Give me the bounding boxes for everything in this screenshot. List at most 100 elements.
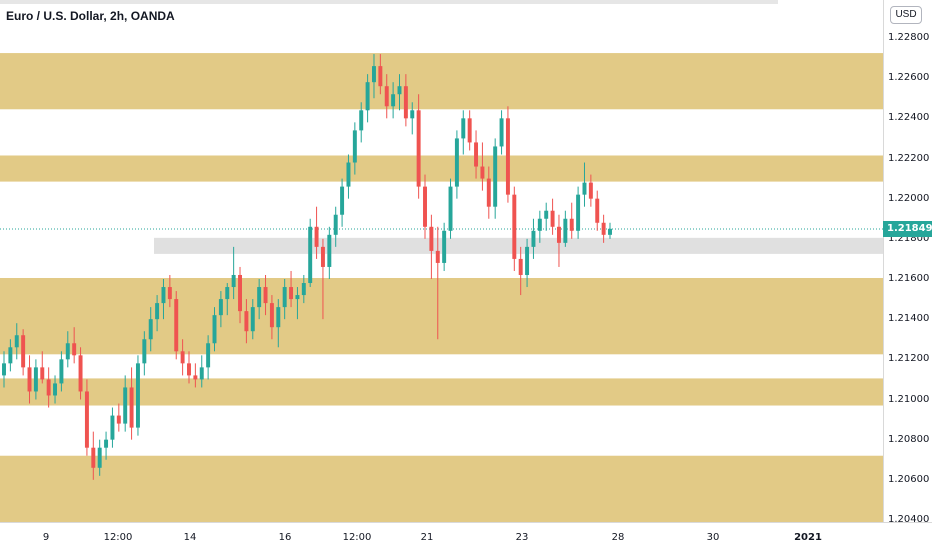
candle-body [33, 367, 38, 392]
candle-body [21, 335, 26, 368]
candle-body [46, 379, 51, 396]
price-tick-label: 1.22600 [888, 72, 930, 84]
candle-body [410, 110, 415, 119]
candle-body [537, 218, 542, 231]
candle-body [212, 315, 217, 344]
candle-body [110, 415, 115, 440]
candle-body [257, 287, 262, 308]
candle-body [282, 287, 287, 308]
candle-body [250, 307, 255, 332]
price-tick-label: 1.20600 [888, 473, 930, 485]
time-tick-label: 12:00 [342, 532, 372, 543]
candle-body [206, 343, 211, 368]
time-tick-label: 16 [278, 532, 292, 543]
price-tick-label: 1.21000 [888, 393, 930, 405]
grey-zone [154, 237, 883, 254]
symbol-title[interactable]: Euro / U.S. Dollar, 2h, OANDA [6, 9, 175, 23]
candle-body [320, 246, 325, 267]
candle-body [135, 363, 140, 428]
candle-body [505, 118, 510, 195]
candle-body [588, 182, 593, 199]
last-price-label: 1.21849 [883, 220, 932, 237]
candle-body [14, 335, 19, 348]
candle-body [595, 198, 600, 223]
candle-body [218, 299, 223, 316]
time-axis[interactable]: 9 12:00 14 16 12:00 21 23 28 30 2021 [0, 522, 932, 550]
candle-body [27, 367, 32, 392]
candle-body [225, 287, 230, 300]
candle-body [576, 194, 581, 231]
time-tick-label: 28 [611, 532, 625, 543]
candle-body [8, 347, 13, 364]
top-scroll-strip [0, 0, 778, 4]
time-tick-label: 12:00 [103, 532, 133, 543]
candlestick-chart[interactable] [0, 0, 883, 522]
candle-body [563, 218, 568, 243]
candle-body [59, 359, 64, 384]
candle-body [104, 439, 109, 448]
price-tick-label: 1.21400 [888, 313, 930, 325]
candle-body [454, 138, 459, 187]
candle-body [365, 82, 370, 111]
plot-area[interactable] [0, 0, 883, 522]
supply-demand-zone [0, 277, 883, 355]
candle-body [474, 142, 479, 167]
candle-body [116, 415, 121, 424]
candle-body [544, 210, 549, 219]
candle-body [65, 343, 70, 360]
price-axis[interactable] [883, 0, 932, 522]
candle-body [512, 194, 517, 259]
candle-body [601, 222, 606, 235]
candle-body [582, 182, 587, 195]
candle-body [333, 214, 338, 235]
candle-body [467, 118, 472, 143]
candle-body [72, 343, 77, 356]
candle-body [84, 391, 89, 448]
candle-body [461, 118, 466, 139]
candle-body [486, 178, 491, 207]
price-tick-label: 1.20400 [888, 514, 930, 525]
candle-body [525, 246, 530, 275]
price-tick-label: 1.21600 [888, 273, 930, 284]
candle-body [40, 367, 45, 380]
candle-body [193, 375, 198, 380]
price-tick-label: 1.22200 [888, 152, 930, 164]
candle-body [199, 367, 204, 380]
time-tick-label: 14 [183, 532, 197, 543]
candle-body [91, 447, 96, 468]
candle-body [378, 66, 383, 87]
candle-body [295, 295, 300, 300]
price-tick-label: 1.21200 [888, 353, 930, 365]
supply-demand-zone [0, 378, 883, 406]
candle-body [352, 130, 357, 163]
supply-demand-zone [0, 155, 883, 182]
candle-body [244, 311, 249, 332]
candle-body [493, 146, 498, 207]
candle-body [155, 303, 160, 320]
time-tick-label: 30 [706, 532, 720, 543]
supply-demand-zone [0, 455, 883, 522]
candle-body [161, 287, 166, 304]
candle-body [78, 355, 83, 392]
candle-body [448, 186, 453, 231]
candle-body [148, 319, 153, 340]
candle-body [569, 218, 574, 231]
candle-body [346, 162, 351, 187]
candle-body [180, 351, 185, 364]
candle-body [142, 339, 147, 364]
candle-body [518, 258, 523, 275]
candle-body [327, 234, 332, 267]
candle-body [391, 94, 396, 107]
price-tick-label: 1.22400 [888, 112, 930, 124]
candle-body [301, 283, 306, 296]
candle-body [263, 287, 268, 304]
supply-demand-zone [0, 53, 883, 110]
candle-body [423, 186, 427, 227]
candle-body [550, 210, 555, 227]
candle-body [403, 86, 408, 119]
candle-body [174, 299, 179, 352]
candle-body [269, 303, 274, 328]
price-tick-label: 1.21800 [888, 232, 930, 244]
currency-button[interactable]: USD [890, 6, 922, 24]
